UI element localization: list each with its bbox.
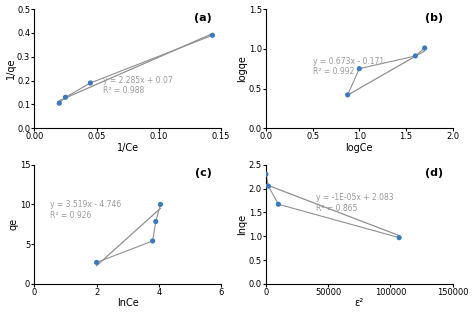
Point <box>356 66 363 71</box>
Text: y = 2.285x + 0.07
R² = 0.988: y = 2.285x + 0.07 R² = 0.988 <box>103 76 173 95</box>
Text: y = 0.673x - 0.171
R² = 0.992: y = 0.673x - 0.171 R² = 0.992 <box>313 57 384 76</box>
Point <box>55 101 63 106</box>
Point <box>344 92 351 97</box>
Text: (a): (a) <box>194 13 212 23</box>
X-axis label: lnCe: lnCe <box>117 298 138 308</box>
Point <box>149 238 156 243</box>
Y-axis label: lnqe: lnqe <box>237 214 247 235</box>
X-axis label: 1/Ce: 1/Ce <box>117 143 139 153</box>
Text: (c): (c) <box>195 168 212 178</box>
Point <box>395 235 403 240</box>
X-axis label: logCe: logCe <box>346 143 373 153</box>
Y-axis label: logqe: logqe <box>237 55 247 82</box>
Text: (b): (b) <box>425 13 443 23</box>
Y-axis label: 1/qe: 1/qe <box>6 58 16 79</box>
Text: y = 3.519x - 4.746
R² = 0.926: y = 3.519x - 4.746 R² = 0.926 <box>50 200 121 220</box>
Point <box>411 53 419 58</box>
Point <box>209 33 216 38</box>
Text: (d): (d) <box>425 168 443 178</box>
X-axis label: ε²: ε² <box>355 298 364 308</box>
Point <box>421 46 428 51</box>
Point <box>62 95 69 100</box>
Point <box>152 219 160 224</box>
Text: y = -1E-05x + 2.083
R² = 0.865: y = -1E-05x + 2.083 R² = 0.865 <box>316 193 393 213</box>
Point <box>87 80 94 85</box>
Point <box>264 184 272 189</box>
Point <box>156 202 164 207</box>
Point <box>93 260 100 265</box>
Y-axis label: qe: qe <box>9 218 18 230</box>
Point <box>262 172 270 177</box>
Point <box>274 202 282 207</box>
